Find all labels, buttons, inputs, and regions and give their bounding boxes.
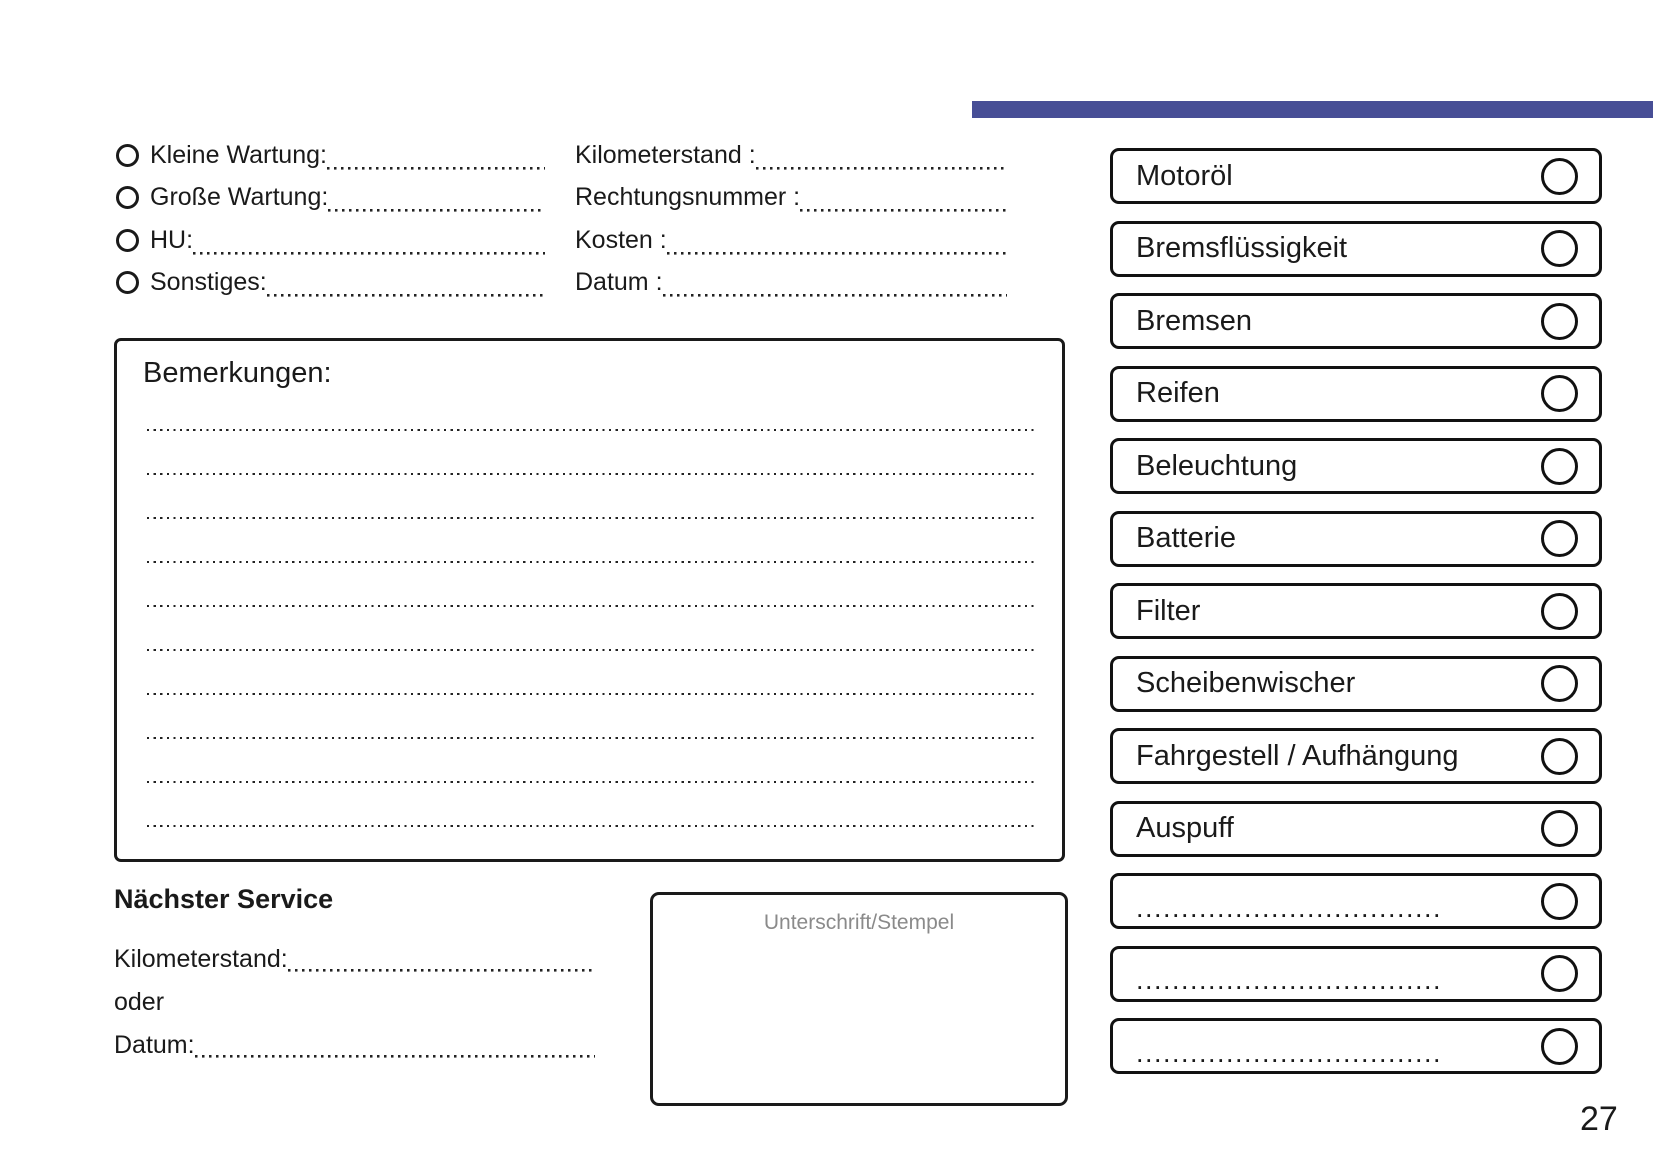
fill-in-line <box>193 219 545 262</box>
checklist-item: Bremsen <box>1110 293 1602 349</box>
checklist-item-label: Bremsflüssigkeit <box>1136 232 1348 264</box>
check-circle[interactable] <box>1541 447 1578 485</box>
fill-in-line <box>662 261 1007 304</box>
check-circle[interactable] <box>1541 665 1578 702</box>
checklist-item-label: Filter <box>1136 594 1201 627</box>
next-service-label: Datum: <box>114 1030 195 1059</box>
service-type-label: HU: <box>150 225 194 254</box>
writing-line <box>147 783 1034 827</box>
invoice-field-row: Kosten : <box>575 219 1007 262</box>
checklist-item: .................................. <box>1110 1018 1602 1074</box>
checklist-item-label: Fahrgestell / Aufhängung <box>1136 739 1459 772</box>
checklist-item: Fahrgestell / Aufhängung <box>1110 728 1602 784</box>
check-circle[interactable] <box>1541 737 1578 775</box>
inspection-checklist: Motoröl Bremsflüssigkeit Bremsen Reifen … <box>1110 148 1602 1091</box>
next-service-row: oder <box>114 982 595 1022</box>
remarks-lines <box>147 387 1034 827</box>
radio-circle[interactable] <box>116 143 139 167</box>
next-service-row: Kilometerstand: <box>114 939 595 979</box>
remarks-title: Bemerkungen: <box>143 357 332 389</box>
invoice-field-label: Rechtungsnummer : <box>575 183 801 212</box>
checklist-item: Filter <box>1110 583 1602 639</box>
checklist-item-label: .................................. <box>1136 892 1443 923</box>
service-type-label: Kleine Wartung: <box>150 140 327 169</box>
writing-line <box>147 651 1034 695</box>
fill-in-line <box>755 134 1007 177</box>
fill-in-line <box>266 261 545 304</box>
check-circle[interactable] <box>1541 810 1578 847</box>
checklist-item-label: Batterie <box>1136 522 1236 554</box>
writing-line <box>147 563 1034 607</box>
signature-stamp-box: Unterschrift/Stempel <box>650 892 1068 1106</box>
checklist-item-label: Motoröl <box>1136 159 1233 192</box>
fill-in-line <box>194 1025 595 1065</box>
checklist-item: Batterie <box>1110 510 1602 567</box>
fill-in-line <box>666 219 1007 262</box>
checklist-item: Reifen <box>1110 365 1602 422</box>
check-circle[interactable] <box>1541 592 1578 630</box>
writing-line <box>147 519 1034 563</box>
check-circle[interactable] <box>1541 375 1578 412</box>
service-type-row: HU: <box>116 219 545 262</box>
check-circle[interactable] <box>1541 520 1578 557</box>
writing-line <box>147 739 1034 783</box>
next-service-section: Nächster Service Kilometerstand: oder Da… <box>114 884 595 1068</box>
service-type-label: Große Wartung: <box>150 183 329 212</box>
service-type-row: Kleine Wartung: <box>116 134 545 177</box>
writing-line <box>147 607 1034 651</box>
fill-in-line <box>326 134 545 177</box>
checklist-item: .................................. <box>1110 873 1602 929</box>
next-service-label: Kilometerstand: <box>114 944 288 973</box>
checklist-item-label: Bremsen <box>1136 304 1253 337</box>
fill-in-line <box>800 176 1007 219</box>
checklist-item: Scheibenwischer <box>1110 655 1602 712</box>
check-circle[interactable] <box>1541 302 1578 340</box>
signature-stamp-label: Unterschrift/Stempel <box>763 911 955 934</box>
checklist-item-label: .................................. <box>1136 965 1443 995</box>
radio-circle[interactable] <box>116 186 139 210</box>
invoice-field-row: Datum : <box>575 261 1007 304</box>
invoice-field-row: Rechtungsnummer : <box>575 176 1007 219</box>
next-service-label: oder <box>114 987 165 1016</box>
invoice-field-label: Datum : <box>575 268 663 297</box>
writing-line <box>147 475 1034 519</box>
checklist-item-label: Reifen <box>1136 377 1220 409</box>
invoice-field-row: Kilometerstand : <box>575 134 1007 177</box>
writing-line <box>147 695 1034 739</box>
check-circle[interactable] <box>1541 1027 1578 1065</box>
radio-circle[interactable] <box>116 271 139 295</box>
next-service-row: Datum: <box>114 1025 595 1065</box>
check-circle[interactable] <box>1541 157 1578 195</box>
invoice-field-label: Kosten : <box>575 225 667 254</box>
invoice-fields-section: Kilometerstand : Rechtungsnummer : Koste… <box>575 134 1007 304</box>
radio-circle[interactable] <box>116 228 139 252</box>
checklist-item: Motoröl <box>1110 148 1602 204</box>
service-type-section: Kleine Wartung: Große Wartung: HU: Sonst… <box>116 134 545 304</box>
writing-line <box>147 431 1034 475</box>
checklist-item-label: Beleuchtung <box>1136 449 1298 482</box>
checklist-item-label: .................................. <box>1136 1037 1443 1068</box>
writing-line <box>147 387 1034 431</box>
check-circle[interactable] <box>1541 230 1578 267</box>
checklist-item: Auspuff <box>1110 800 1602 857</box>
invoice-field-label: Kilometerstand : <box>575 140 756 169</box>
check-circle[interactable] <box>1541 882 1578 920</box>
page-number: 27 <box>1580 1100 1618 1138</box>
service-type-row: Große Wartung: <box>116 176 545 219</box>
fill-in-line <box>328 176 545 219</box>
next-service-title: Nächster Service <box>114 884 334 914</box>
fill-in-line <box>287 939 595 979</box>
service-type-label: Sonstiges: <box>150 268 267 297</box>
checklist-item-label: Scheibenwischer <box>1136 667 1356 699</box>
checklist-item: Beleuchtung <box>1110 438 1602 494</box>
checklist-item: Bremsflüssigkeit <box>1110 220 1602 277</box>
check-circle[interactable] <box>1541 955 1578 992</box>
checklist-item: .................................. <box>1110 945 1602 1002</box>
remarks-box: Bemerkungen: <box>114 338 1065 862</box>
checklist-item-label: Auspuff <box>1136 812 1234 844</box>
service-type-row: Sonstiges: <box>116 261 545 304</box>
header-accent-bar <box>972 101 1653 118</box>
